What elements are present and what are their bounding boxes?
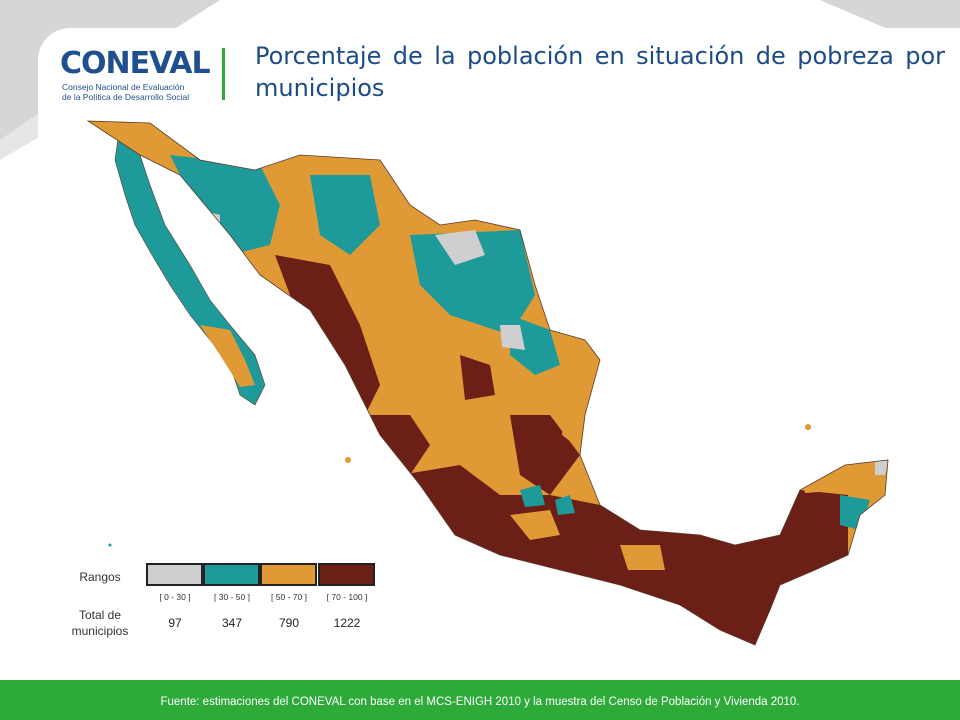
legend-range-50-70: [ 50 - 70 ] [271, 592, 307, 602]
mexico-poverty-map [86, 120, 889, 646]
legend-range-0-30: [ 0 - 30 ] [159, 592, 191, 602]
yucatan-gray-patch [875, 460, 888, 475]
legend-heading: Rangos [79, 570, 121, 584]
legend-range-70-100: [ 70 - 100 ] [326, 592, 368, 602]
coahuila-teal-region [410, 230, 535, 335]
logo-wordmark: CONEVAL [60, 46, 211, 81]
gray-northwest-patch [198, 210, 220, 240]
mexico-outline [86, 120, 889, 646]
island [345, 457, 351, 463]
source-note: Fuente: estimaciones del CONEVAL con bas… [160, 696, 800, 708]
legend-count-heading-line2: municipios [71, 624, 129, 638]
gray-northeast-patch [500, 325, 525, 350]
logo-subtitle-line2: de la Política de Desarrollo Social [62, 92, 190, 102]
footer-bar: Fuente: estimaciones del CONEVAL con bas… [0, 680, 960, 720]
central-teal-patches [520, 485, 575, 515]
legend-swatch-30-50 [203, 563, 260, 586]
title-divider [222, 48, 225, 100]
guerrero-orange-patch [510, 510, 560, 540]
coneval-logo: CONEVAL Consejo Nacional de Evaluación d… [60, 46, 220, 116]
nuevo-leon-teal-region [510, 315, 560, 375]
legend-swatch-0-30 [146, 563, 203, 586]
legend-swatch-50-70 [260, 563, 317, 586]
legend-count-70-100: 1222 [333, 616, 361, 630]
baja-south-orange [200, 325, 255, 387]
legend-count-0-30: 97 [168, 616, 182, 630]
legend-range-30-50: [ 30 - 50 ] [214, 592, 250, 602]
oaxaca-orange-patch [620, 545, 665, 570]
logo-subtitle-line1: Consejo Nacional de Evaluación [62, 82, 185, 92]
island [108, 543, 112, 547]
legend-count-heading: Total de municipios [60, 607, 140, 639]
page-title: Porcentaje de la población en situación … [255, 42, 945, 102]
yucatan-teal-patch [840, 495, 870, 530]
legend-count-30-50: 347 [221, 616, 243, 630]
legend-count-50-70: 790 [278, 616, 300, 630]
veracruz-coast-orange [562, 345, 600, 445]
sierra-madre-maroon-region [275, 255, 380, 415]
island [805, 424, 811, 430]
gray-north-patch [435, 230, 485, 265]
legend-swatch-70-100 [318, 563, 375, 586]
central-maroon-region [460, 355, 495, 400]
chihuahua-teal-region [310, 175, 380, 255]
logo-subtitle: Consejo Nacional de Evaluación de la Pol… [62, 82, 222, 102]
sonora-teal-region [170, 155, 280, 255]
legend-count-heading-line1: Total de [78, 608, 122, 622]
